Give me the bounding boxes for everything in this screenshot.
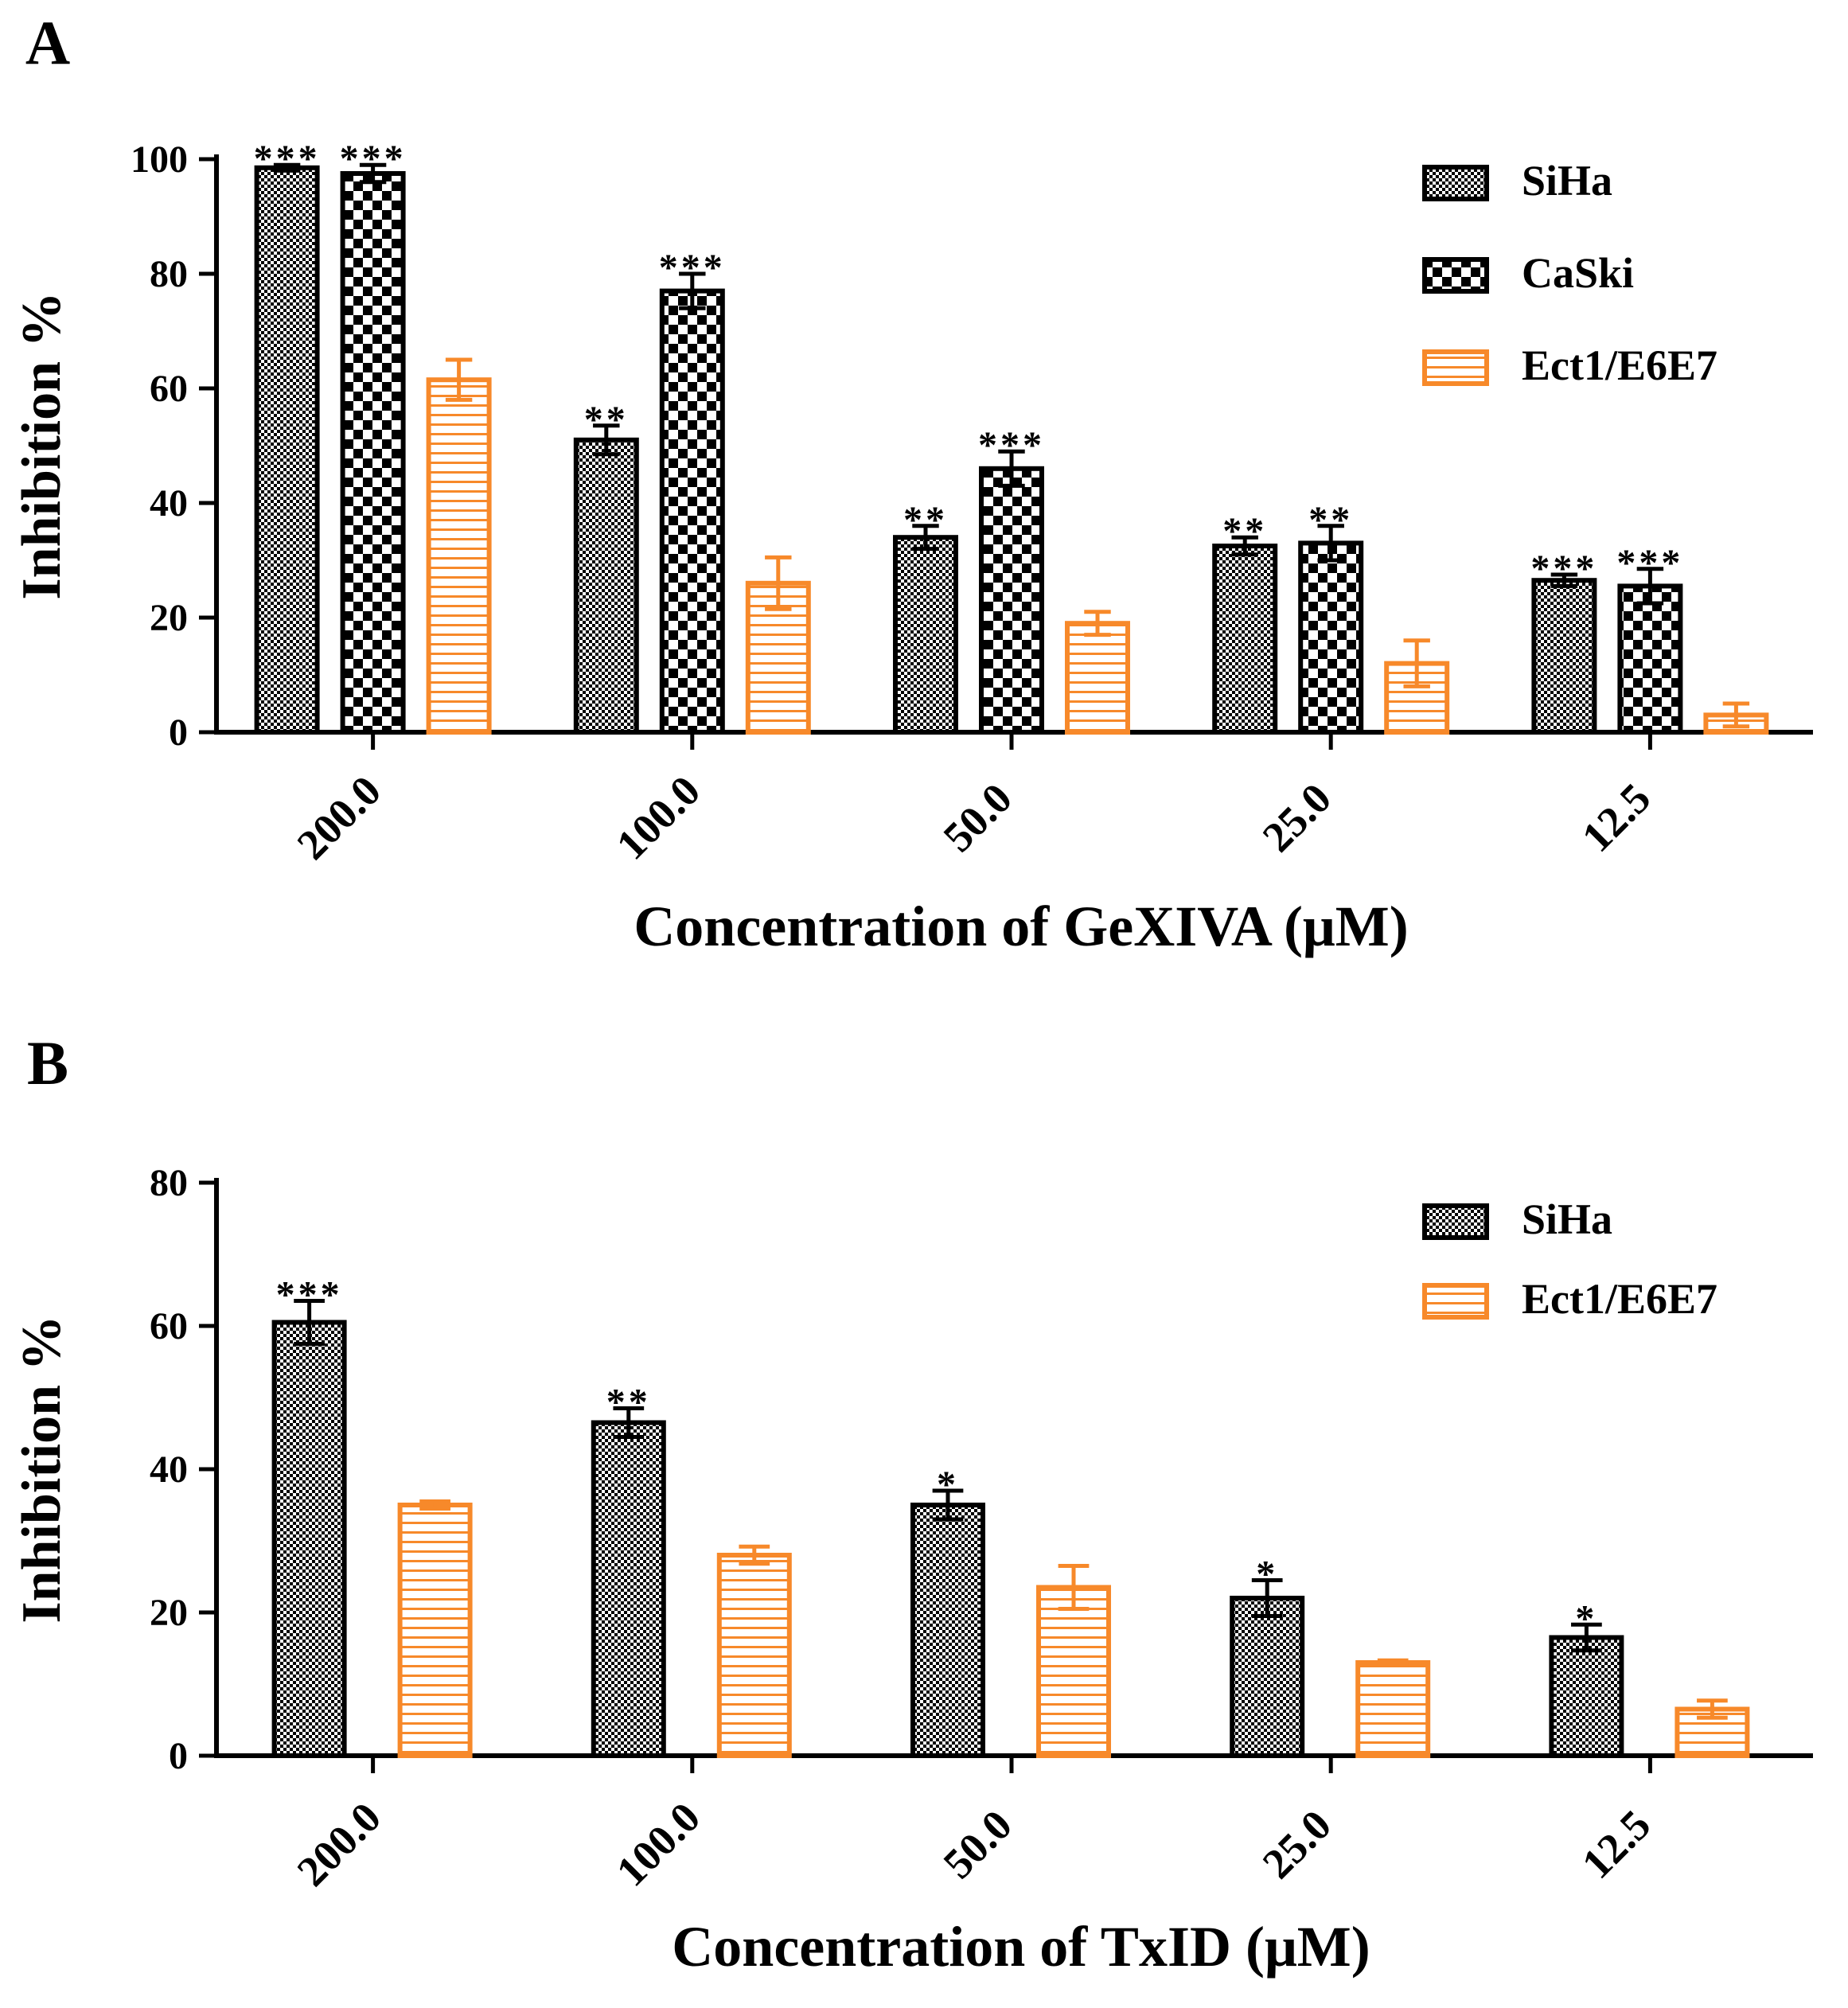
- bar: [1230, 1596, 1305, 1758]
- panel-label: A: [25, 8, 70, 77]
- bar: [1355, 1660, 1431, 1758]
- bar: [716, 1553, 792, 1758]
- x-tick-label: 100.0: [607, 1793, 709, 1895]
- y-tick-label: 80: [150, 253, 188, 295]
- y-tick-label: 60: [150, 368, 188, 410]
- x-tick-label: 200.0: [288, 766, 390, 868]
- y-tick-label: 0: [169, 712, 188, 754]
- legend: SiHa Ect1/E6E7: [1422, 1195, 1717, 1323]
- bar: [910, 1503, 985, 1758]
- significance-label: **: [584, 399, 629, 441]
- series-ect1-e6e7: [426, 357, 1769, 735]
- bar: [1298, 540, 1364, 735]
- legend-label: Ect1/E6E7: [1522, 1275, 1717, 1323]
- x-tick-label: 12.5: [1573, 774, 1659, 861]
- legend-label: Ect1/E6E7: [1522, 341, 1717, 389]
- legend-swatch: [1422, 1283, 1489, 1320]
- y-tick-label: 20: [150, 597, 188, 639]
- series-siha: ******* *****: [254, 138, 1597, 735]
- legend-swatch: [1422, 349, 1489, 386]
- bar: [573, 437, 639, 735]
- x-axis-label: Concentration of TxID (μM): [672, 1915, 1370, 1979]
- series-caski: **************: [340, 138, 1683, 735]
- bar: [271, 1320, 347, 1758]
- bar: [254, 165, 320, 735]
- x-tick-label: 25.0: [1253, 1801, 1340, 1888]
- bar: [1036, 1585, 1111, 1758]
- bar: [1617, 583, 1683, 735]
- significance-label: ***: [254, 138, 321, 180]
- series-siha: ********: [271, 1274, 1624, 1758]
- x-tick-label: 100.0: [607, 766, 709, 868]
- legend-label: SiHa: [1522, 157, 1612, 205]
- x-tick-label: 25.0: [1253, 774, 1340, 861]
- bar: [426, 377, 492, 735]
- y-axis-label: Inhibition %: [11, 1315, 72, 1623]
- y-tick-label: 100: [131, 138, 188, 181]
- significance-label: ***: [1616, 542, 1683, 584]
- significance-label: *: [1256, 1554, 1278, 1596]
- significance-label: ***: [1530, 548, 1597, 590]
- x-tick-label: 200.0: [288, 1793, 390, 1895]
- legend-swatch: [1422, 1203, 1489, 1240]
- bar: [1212, 544, 1278, 735]
- x-axis-label: Concentration of GeXIVA (μM): [634, 895, 1408, 958]
- significance-label: ***: [276, 1274, 343, 1316]
- legend-label: SiHa: [1522, 1195, 1612, 1243]
- bar: [1549, 1635, 1624, 1758]
- bar: [659, 288, 725, 735]
- significance-label: **: [1308, 499, 1353, 541]
- y-axis-label: Inhibition %: [11, 291, 72, 599]
- chart-panel-a: A 0 20 40 60 80 100 Inhibition % 200.0 100.0 50.0 2…: [11, 8, 1813, 958]
- bar: [340, 171, 406, 735]
- series-ect1-e6e7: [397, 1499, 1750, 1758]
- legend-swatch: [1422, 165, 1489, 201]
- bar: [1531, 578, 1597, 735]
- x-tick-label: 12.5: [1573, 1801, 1659, 1888]
- y-tick-label: 0: [169, 1735, 188, 1777]
- y-tick-label: 40: [150, 482, 188, 524]
- x-tick-label: 50.0: [934, 1801, 1021, 1888]
- legend-swatch: [1422, 257, 1489, 294]
- significance-label: *: [937, 1464, 959, 1506]
- significance-label: **: [903, 499, 948, 541]
- bar: [397, 1503, 473, 1758]
- legend-label: CaSki: [1522, 249, 1634, 297]
- significance-label: ***: [659, 247, 726, 289]
- panel-label: B: [27, 1028, 68, 1098]
- chart-panel-b: B 0 20 40 60 80 Inhibition % 200.0 100.0 50.0 25.0…: [11, 1028, 1813, 1979]
- y-tick-label: 20: [150, 1592, 188, 1634]
- bar: [1065, 621, 1130, 735]
- legend: SiHa CaSki Ect1/E6E7: [1422, 157, 1717, 389]
- significance-label: *: [1575, 1597, 1597, 1640]
- significance-label: **: [606, 1382, 651, 1424]
- significance-label: ***: [340, 138, 407, 180]
- y-tick-label: 80: [150, 1162, 188, 1204]
- bar: [591, 1420, 666, 1758]
- significance-label: **: [1222, 510, 1267, 552]
- bar: [979, 466, 1044, 735]
- y-tick-label: 60: [150, 1305, 188, 1347]
- bar: [893, 535, 958, 735]
- y-tick-label: 40: [150, 1448, 188, 1491]
- x-tick-label: 50.0: [934, 774, 1021, 861]
- significance-label: ***: [978, 424, 1045, 466]
